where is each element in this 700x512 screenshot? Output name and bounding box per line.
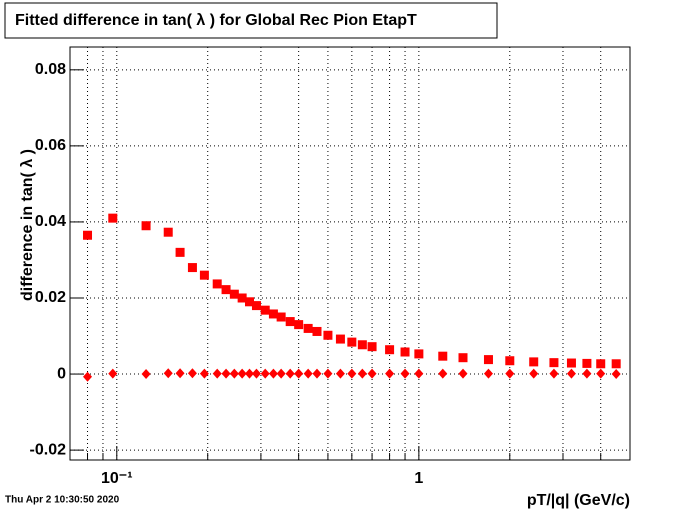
x-axis-label: pT/|q| (GeV/c) [527, 492, 630, 509]
marker [400, 347, 410, 357]
marker [237, 293, 247, 303]
marker [212, 279, 222, 289]
marker [505, 356, 515, 366]
marker [438, 368, 448, 379]
marker [187, 368, 197, 379]
marker [611, 369, 621, 380]
marker [303, 368, 313, 379]
marker [229, 289, 239, 299]
marker [505, 368, 515, 379]
marker [175, 247, 185, 257]
marker [108, 213, 118, 223]
marker [335, 334, 345, 344]
title-box [4, 2, 498, 39]
marker [335, 368, 345, 379]
y-tick-label: 0 [57, 365, 66, 382]
marker [245, 368, 255, 379]
marker [199, 270, 209, 280]
marker [312, 368, 322, 379]
marker [347, 368, 357, 379]
marker [483, 368, 493, 379]
marker [414, 368, 424, 379]
marker [357, 340, 367, 350]
marker [245, 297, 255, 307]
timestamp: Thu Apr 2 10:30:50 2020 [5, 495, 120, 506]
marker [175, 368, 185, 379]
chart-title: Fitted difference in tan( λ ) for Global… [15, 12, 417, 29]
marker [582, 358, 592, 368]
marker [566, 368, 576, 379]
marker [323, 330, 333, 340]
marker [163, 227, 173, 237]
marker [367, 368, 377, 379]
marker [221, 285, 231, 295]
marker [163, 368, 173, 379]
marker [400, 368, 410, 379]
marker [285, 368, 295, 379]
marker [212, 368, 222, 379]
marker [83, 371, 93, 382]
marker [483, 355, 493, 365]
marker [141, 369, 151, 380]
marker [529, 357, 539, 367]
y-tick-label: 0.04 [35, 213, 66, 230]
marker [276, 312, 286, 322]
marker [187, 263, 197, 273]
marker [566, 358, 576, 368]
marker [276, 368, 286, 379]
y-tick-label: 0.08 [35, 61, 66, 78]
marker [268, 368, 278, 379]
marker [294, 368, 304, 379]
y-tick-label: -0.02 [30, 441, 67, 458]
marker [237, 368, 247, 379]
marker [385, 345, 395, 355]
marker [549, 368, 559, 379]
x-tick-label: 1 [414, 470, 423, 487]
marker [141, 221, 151, 231]
marker [303, 323, 313, 333]
marker [83, 230, 93, 240]
marker [229, 368, 239, 379]
marker [414, 349, 424, 359]
marker [582, 368, 592, 379]
marker [285, 317, 295, 327]
marker [438, 351, 448, 361]
marker [199, 368, 209, 379]
marker [611, 359, 621, 369]
marker [458, 368, 468, 379]
marker [251, 368, 261, 379]
marker [549, 358, 559, 368]
marker [108, 368, 118, 379]
marker [268, 309, 278, 319]
frame [69, 46, 631, 461]
y-tick-label: 0.06 [35, 137, 66, 154]
marker [323, 368, 333, 379]
marker [596, 368, 606, 379]
marker [251, 301, 261, 311]
marker [357, 368, 367, 379]
y-axis-label: difference in tan( λ ) [19, 149, 36, 301]
marker [458, 353, 468, 363]
marker [385, 368, 395, 379]
marker [367, 342, 377, 352]
marker [529, 368, 539, 379]
marker [260, 368, 270, 379]
x-tick-label: 10⁻¹ [101, 470, 133, 487]
marker [596, 359, 606, 369]
marker [312, 326, 322, 336]
marker [260, 305, 270, 315]
marker [347, 337, 357, 347]
y-tick-label: 0.02 [35, 289, 66, 306]
marker [221, 368, 231, 379]
marker [294, 320, 304, 330]
